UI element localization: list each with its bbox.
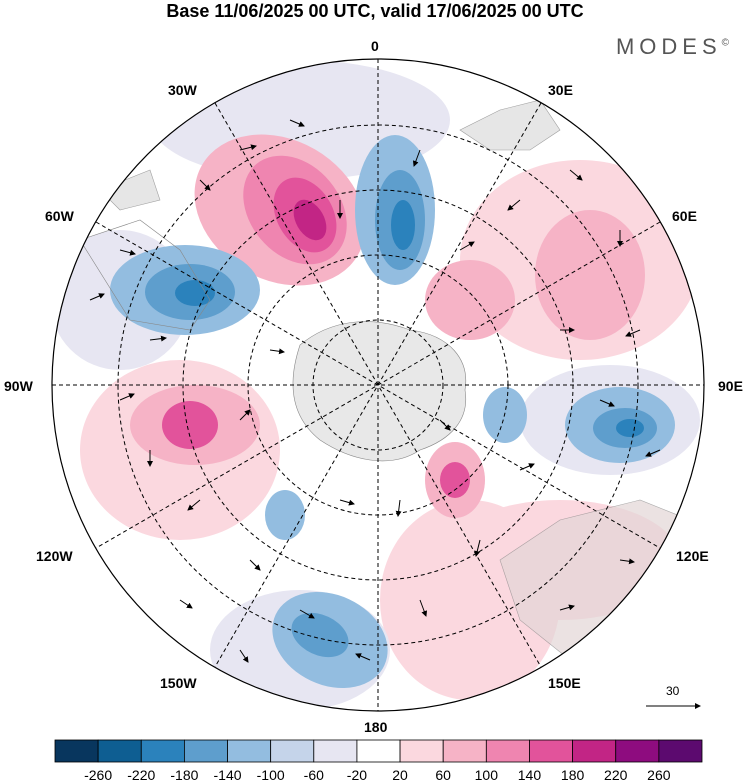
colorbar-tick: -100 bbox=[256, 767, 285, 783]
lon-label-0: 0 bbox=[371, 38, 379, 54]
graticule bbox=[52, 59, 704, 711]
colorbar bbox=[54, 739, 703, 763]
colorbar-swatch bbox=[529, 739, 574, 763]
colorbar-tick: 60 bbox=[435, 767, 451, 783]
lon-label-60w: 60W bbox=[45, 208, 74, 224]
brand-name: MODES bbox=[615, 34, 722, 59]
copyright-mark: © bbox=[721, 37, 734, 49]
colorbar-swatch bbox=[356, 739, 401, 763]
colorbar-tick: -60 bbox=[303, 767, 324, 783]
lon-label-120e: 120E bbox=[676, 548, 709, 564]
colorbar-swatch bbox=[270, 739, 315, 763]
colorbar-tick: 260 bbox=[647, 767, 671, 783]
lon-label-60e: 60E bbox=[672, 208, 697, 224]
colorbar-swatch bbox=[572, 739, 617, 763]
lon-label-30w: 30W bbox=[168, 82, 197, 98]
colorbar-swatch bbox=[442, 739, 487, 763]
colorbar-swatch bbox=[97, 739, 142, 763]
colorbar-tick: -20 bbox=[346, 767, 368, 783]
colorbar-swatch bbox=[54, 739, 99, 763]
vector-scale-label: 30 bbox=[666, 684, 680, 698]
lon-label-150e: 150E bbox=[548, 675, 581, 691]
colorbar-tick: 220 bbox=[604, 767, 628, 783]
colorbar-tick: 180 bbox=[560, 767, 585, 783]
lon-label-90w: 90W bbox=[4, 378, 33, 394]
colorbar-swatch bbox=[227, 739, 272, 763]
map-boundary bbox=[51, 58, 705, 712]
colorbar-tick: -260 bbox=[84, 767, 113, 783]
colorbar-tick: 100 bbox=[474, 767, 498, 783]
map-title: Base 11/06/2025 00 UTC, valid 17/06/2025… bbox=[166, 1, 584, 21]
colorbar-tick: -140 bbox=[213, 767, 242, 783]
colorbar-swatch bbox=[140, 739, 185, 763]
lon-label-120w: 120W bbox=[36, 548, 73, 564]
colorbar-swatch bbox=[183, 739, 228, 763]
colorbar-tick: 20 bbox=[392, 767, 408, 783]
wind-vectors bbox=[89, 119, 661, 663]
colorbar-tick: -220 bbox=[127, 767, 156, 783]
lon-label-90e: 90E bbox=[718, 378, 743, 394]
lon-label-150w: 150W bbox=[160, 675, 197, 691]
colorbar-swatch bbox=[313, 739, 358, 763]
colorbar-swatch bbox=[399, 739, 444, 763]
lon-label-180: 180 bbox=[364, 719, 388, 735]
colorbar-swatch bbox=[615, 739, 660, 763]
colorbar-tick: -180 bbox=[170, 767, 199, 783]
colorbar-tick: 140 bbox=[517, 767, 542, 783]
colorbar-swatch bbox=[658, 739, 703, 763]
lon-label-30e: 30E bbox=[548, 82, 573, 98]
colorbar-swatch bbox=[485, 739, 530, 763]
brand-logo: MODES© bbox=[616, 34, 734, 60]
anomaly-field bbox=[52, 59, 704, 711]
